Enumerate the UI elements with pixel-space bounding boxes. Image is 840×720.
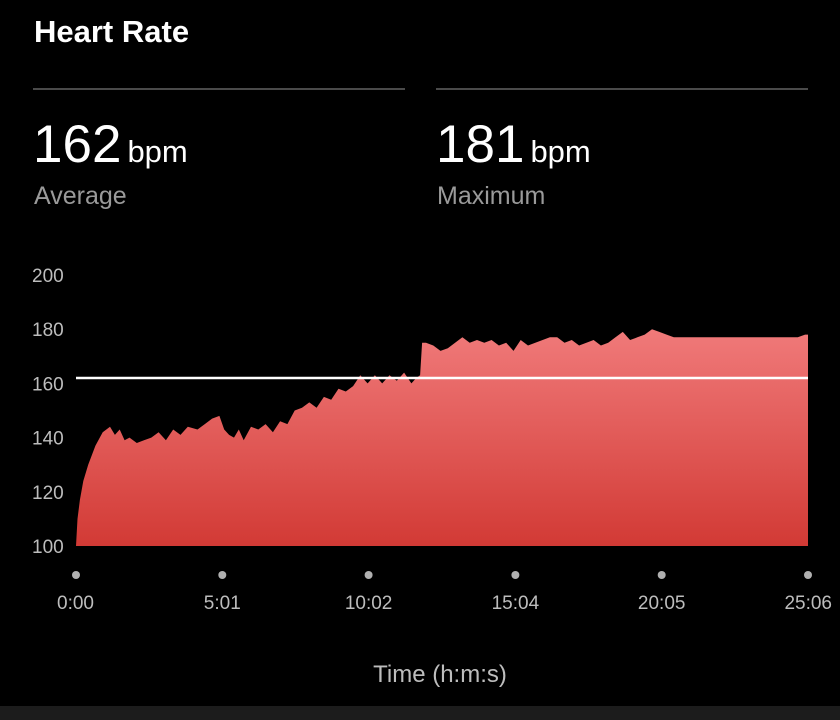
x-tick-label: 25:06 (784, 593, 832, 614)
x-tick-dot (657, 571, 666, 579)
stats-divider-left (33, 88, 405, 90)
x-tick-label: 0:00 (57, 593, 94, 614)
x-tick-label: 5:01 (204, 593, 241, 614)
y-tick-label: 100 (32, 537, 64, 558)
maximum-stat: 181 bpm (436, 114, 591, 175)
y-tick-label: 140 (32, 429, 64, 450)
x-tick-label: 15:04 (492, 593, 540, 614)
x-tick-label: 10:02 (345, 593, 393, 614)
x-tick-dot (804, 571, 812, 579)
x-tick-dot (511, 571, 520, 579)
average-stat: 162 bpm (33, 114, 188, 175)
average-label: Average (34, 182, 127, 210)
y-tick-label: 120 (32, 483, 64, 504)
x-tick-label: 20:05 (638, 593, 686, 614)
y-tick-label: 180 (32, 320, 64, 341)
footer-bar (0, 706, 840, 720)
x-tick-dot (218, 571, 227, 579)
average-unit: bpm (127, 134, 188, 169)
x-tick-dot (72, 571, 80, 579)
maximum-label: Maximum (437, 182, 546, 210)
heart-rate-area (76, 329, 808, 546)
card-title: Heart Rate (34, 14, 190, 49)
stats-divider-right (436, 88, 808, 90)
y-tick-label: 200 (32, 266, 64, 287)
y-tick-label: 160 (32, 374, 64, 395)
maximum-unit: bpm (530, 134, 591, 169)
maximum-value: 181 (436, 115, 525, 174)
x-axis-title: Time (h:m:s) (373, 661, 507, 688)
x-tick-dot (364, 571, 373, 579)
average-value: 162 (33, 115, 122, 174)
